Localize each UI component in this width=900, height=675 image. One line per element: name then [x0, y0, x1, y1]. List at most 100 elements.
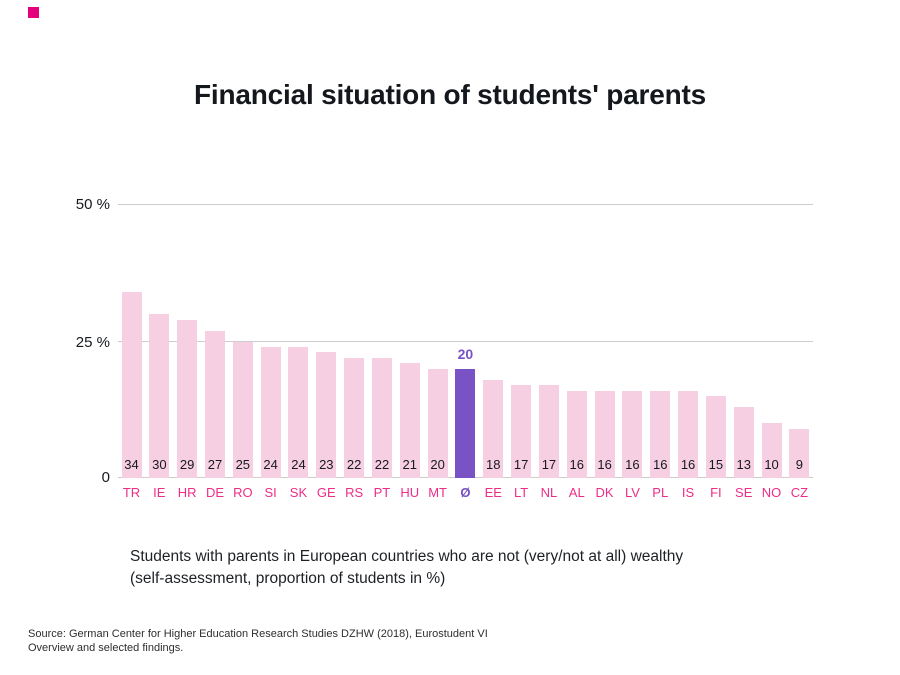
bar-category-label: GE — [316, 485, 336, 500]
source-line-1: Source: German Center for Higher Educati… — [28, 628, 488, 640]
gridline-50pct — [118, 204, 813, 205]
bar-value-label: 22 — [346, 457, 362, 472]
plot-area: 34 TR 30 IE 29 HR 27 DE 25 RO 24 SI 24 SK 23 GE 22 RS 22 PT… — [118, 163, 813, 500]
bar-category-label: LV — [624, 485, 640, 500]
bar-group: 16 DK — [591, 163, 618, 500]
bar-value-label: 23 — [319, 457, 334, 472]
bar-value-label: 27 — [207, 457, 223, 472]
average-bar — [455, 368, 476, 478]
bar-group: 24 SI — [257, 163, 284, 500]
bar-value-label: 16 — [653, 457, 668, 472]
bar-group: 22 PT — [368, 163, 395, 500]
bar-category-label: SK — [289, 485, 308, 500]
bar-group: 16 AL — [563, 163, 590, 500]
bar-category-label: FI — [710, 485, 722, 500]
bar-value-label: 16 — [569, 457, 584, 472]
bar — [650, 390, 671, 478]
bar-category-label: PL — [652, 485, 669, 500]
bar — [204, 330, 225, 478]
bar — [177, 319, 198, 478]
bar — [232, 341, 253, 478]
bar-value-label: 20 — [457, 345, 474, 362]
bar-category-label: IS — [681, 485, 695, 500]
bar — [566, 390, 587, 478]
bar — [705, 396, 726, 478]
bar-value-label: 22 — [374, 457, 390, 472]
bar — [678, 390, 699, 478]
bar-value-label: 24 — [263, 457, 278, 472]
bar-group: 34 TR — [118, 163, 145, 500]
bar — [594, 390, 615, 478]
bar — [371, 357, 392, 478]
chart-caption: Students with parents in European countr… — [130, 546, 750, 589]
y-axis-tick-25: 25 % — [75, 334, 110, 351]
bar-group: 21 HU — [396, 163, 423, 500]
bar — [511, 385, 532, 478]
bar-category-label: HR — [177, 485, 197, 500]
bar-group: 30 IE — [146, 163, 173, 500]
bar-value-label: 9 — [795, 457, 803, 472]
bar — [483, 379, 504, 478]
bar-category-label: EE — [484, 485, 502, 500]
bar-category-label: SE — [735, 485, 753, 500]
bar-category-label: NL — [540, 485, 558, 500]
bar-value-label: 21 — [402, 457, 418, 472]
bar-group: 27 DE — [201, 163, 228, 500]
bar-group: 9 CZ — [786, 163, 813, 500]
bar — [260, 346, 281, 478]
bar-group: 17 NL — [535, 163, 562, 500]
bar-group: 20 MT — [424, 163, 451, 500]
bar-value-label: 15 — [708, 457, 724, 472]
y-axis-tick-50: 50 % — [75, 196, 110, 213]
bar — [288, 346, 309, 478]
bar-category-label: TR — [122, 485, 141, 500]
source-note: Source: German Center for Higher Educati… — [28, 627, 548, 655]
bar-category-label: DE — [205, 485, 225, 500]
bar-group: 16 LV — [619, 163, 646, 500]
bar — [316, 352, 337, 478]
bar — [149, 314, 170, 478]
bar-value-label: 34 — [124, 457, 139, 472]
bar-group: 17 LT — [508, 163, 535, 500]
bar-group: 24 SK — [285, 163, 312, 500]
bar — [789, 428, 810, 478]
gridline-25pct — [118, 341, 813, 342]
bar — [622, 390, 643, 478]
bar-category-label: IE — [153, 485, 166, 500]
bar-category-label: Ø — [460, 485, 471, 500]
bar-value-label: 17 — [541, 457, 557, 472]
bar-value-label: 20 — [430, 457, 445, 472]
bar-category-label: LT — [513, 485, 529, 500]
bar-value-label: 10 — [764, 457, 779, 472]
bar-group: 16 IS — [675, 163, 702, 500]
source-line-2: Overview and selected findings. — [28, 642, 184, 654]
bar-value-label: 25 — [235, 457, 251, 472]
bar-category-label: CZ — [790, 485, 809, 500]
bar-value-label: 16 — [680, 457, 696, 472]
chart-title: Financial situation of students' parents — [193, 78, 707, 110]
bar-category-label: SI — [264, 485, 277, 500]
bar-category-label: NO — [761, 485, 782, 500]
bar-category-label: DK — [595, 485, 614, 500]
bar-group: 10 NO — [758, 163, 785, 500]
bar — [121, 292, 142, 478]
bar-value-label: 30 — [152, 457, 167, 472]
bar-value-label: 16 — [597, 457, 612, 472]
bar — [344, 357, 365, 478]
bar-group: 20 Ø — [452, 163, 479, 500]
bar — [399, 363, 420, 478]
bar — [761, 423, 782, 478]
bar-group: 29 HR — [174, 163, 201, 500]
brand-mark — [28, 7, 39, 18]
bar-group: 25 RO — [229, 163, 256, 500]
bar-value-label: 17 — [513, 457, 529, 472]
bar-value-label: 13 — [736, 457, 751, 472]
bar-value-label: 16 — [625, 457, 640, 472]
bar-category-label: PT — [373, 485, 391, 500]
caption-line-2: (self-assessment, proportion of students… — [130, 569, 446, 587]
y-axis-tick-0: 0 — [101, 469, 110, 486]
bar-group: 16 PL — [647, 163, 674, 500]
bar-value-label: 18 — [486, 457, 501, 472]
bar-category-label: HU — [400, 485, 420, 500]
bar-group: 15 FI — [702, 163, 729, 500]
